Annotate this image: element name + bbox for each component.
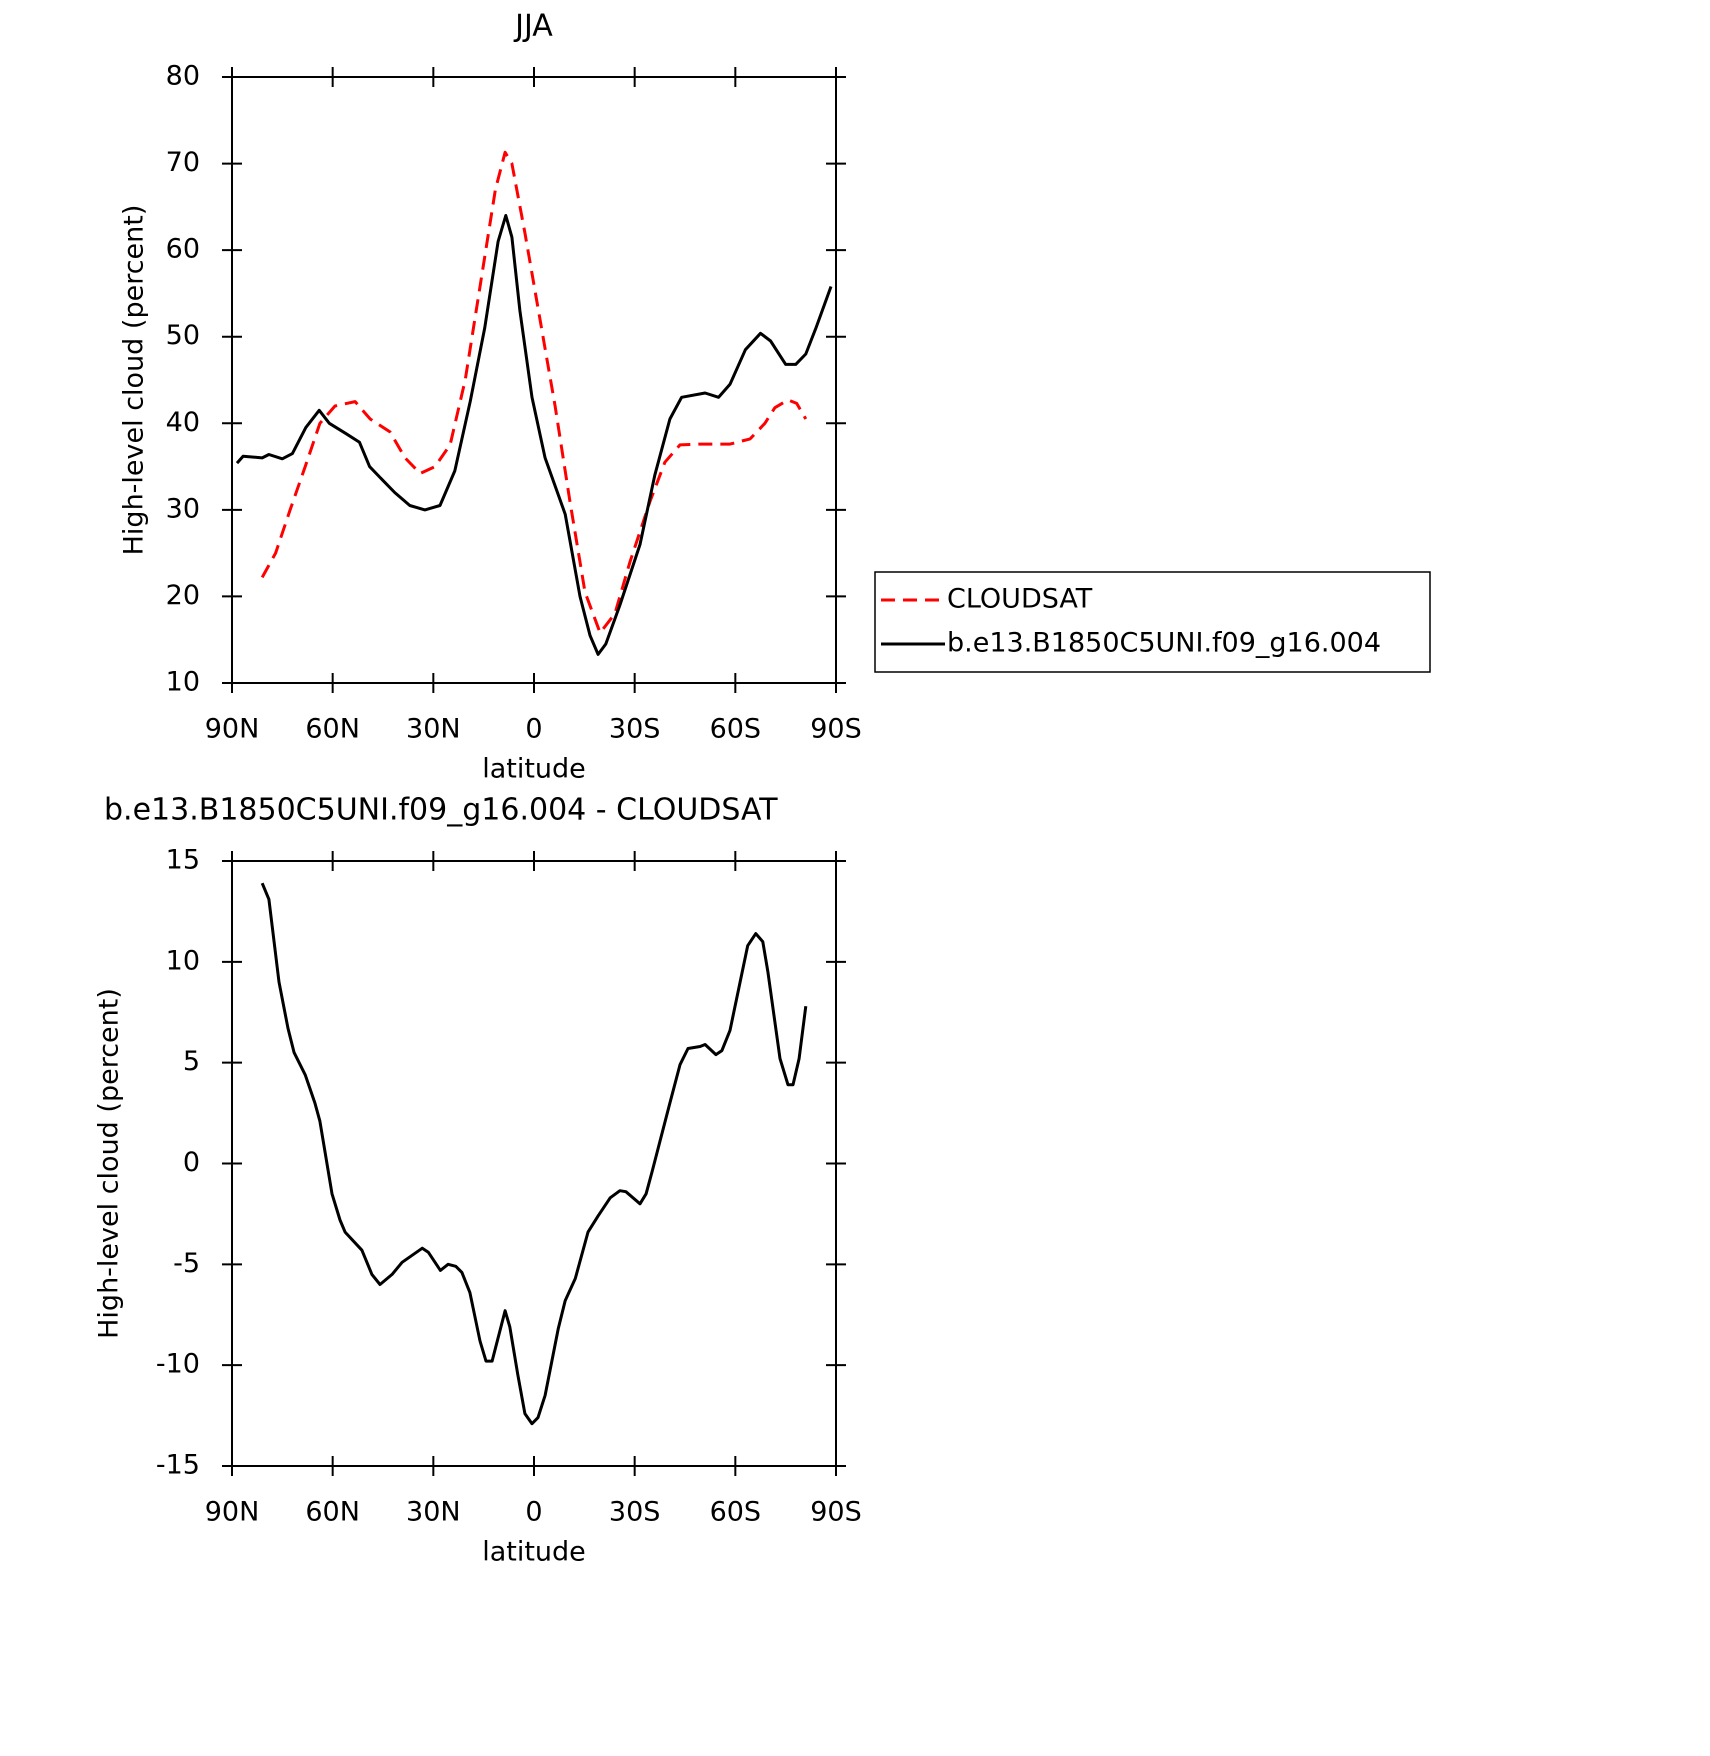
y-tick-label: 10 [166,945,200,976]
x-tick-label: 90N [205,714,260,745]
y-tick-label: 15 [166,845,200,876]
x-tick-label: 90S [810,1497,862,1528]
x-tick-label: 60N [305,1497,360,1528]
x-tick-label: 90S [810,714,862,745]
x-tick-label: 60S [710,714,762,745]
y-tick-label: 10 [166,667,200,698]
legend-label: b.e13.B1850C5UNI.f09_g16.004 [947,628,1381,659]
y-tick-label: 30 [166,493,200,524]
y-tick-label: 40 [166,407,200,438]
y-axis-label: High-level cloud (percent) [119,205,150,556]
chart-title: JJA [513,9,553,44]
x-tick-label: 30N [406,714,461,745]
data-line [260,150,808,635]
x-tick-label: 90N [205,1497,260,1528]
y-tick-label: 80 [166,61,200,92]
x-axis-label: latitude [482,754,586,785]
legend-label: CLOUDSAT [947,584,1093,615]
x-tick-label: 30S [609,1497,661,1528]
y-tick-label: 20 [166,580,200,611]
y-tick-label: -10 [156,1349,200,1380]
legend-box [874,571,1431,673]
data-line [260,882,808,1426]
y-tick-label: -5 [173,1248,200,1279]
x-axis-label: latitude [482,1537,586,1568]
chart-title: b.e13.B1850C5UNI.f09_g16.004 - CLOUDSAT [104,793,778,828]
x-tick-label: 60N [305,714,360,745]
x-tick-label: 0 [525,1497,542,1528]
y-tick-label: 50 [166,320,200,351]
x-tick-label: 0 [525,714,542,745]
x-tick-label: 30S [609,714,661,745]
x-tick-label: 60S [710,1497,762,1528]
y-tick-label: 60 [166,234,200,265]
y-tick-label: 70 [166,147,200,178]
y-axis-label: High-level cloud (percent) [94,988,125,1339]
x-tick-label: 30N [406,1497,461,1528]
y-tick-label: 0 [183,1147,200,1178]
y-tick-label: -15 [156,1450,200,1481]
data-line [235,214,833,656]
plot-frame [231,76,837,684]
y-tick-label: 5 [183,1046,200,1077]
